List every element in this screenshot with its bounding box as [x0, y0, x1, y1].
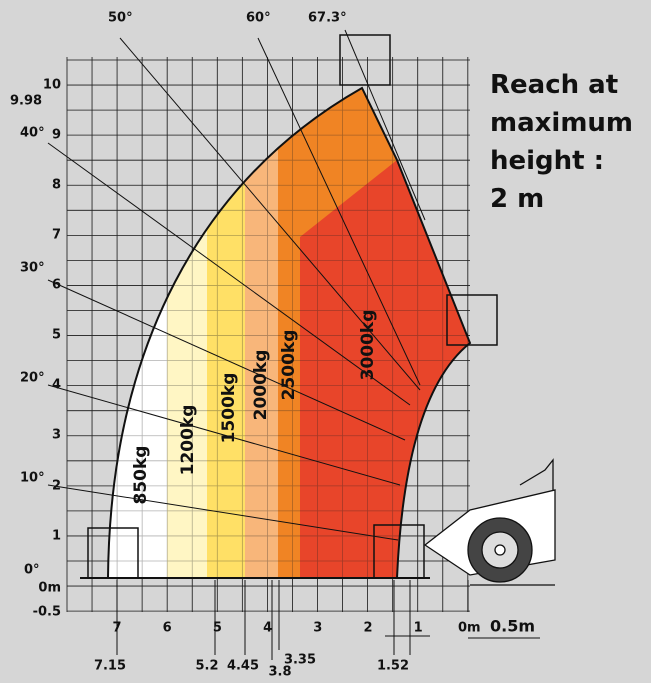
reach-tick-label: 7 [112, 621, 121, 636]
height-tick-label: 9 [52, 128, 61, 143]
height-tick-label: 5 [52, 328, 61, 343]
reach-tick-label: 2 [363, 621, 372, 636]
height-tick-label: 2 [52, 479, 61, 494]
page: {"angle_labels_top": ["50°", "60°", "67.… [0, 0, 651, 679]
height-tick-label: 10 [43, 78, 61, 93]
load-label: 850kg [131, 446, 151, 505]
angle-label: 0° [24, 563, 40, 578]
reach-mark: 3.35 [284, 653, 316, 668]
height-tick-label: 7 [52, 228, 61, 243]
scale-step: 0.5m [490, 617, 535, 636]
load-label: 1200kg [178, 405, 198, 476]
angle-label: 50° [108, 11, 133, 26]
scale-zero: 0m [458, 621, 481, 636]
note-line: 2 m [490, 184, 544, 214]
height-tick-label: 3 [52, 428, 61, 443]
reach-mark: 5.2 [195, 659, 218, 674]
load-label: 3000kg [358, 310, 378, 381]
machine [425, 460, 555, 585]
zone-3000 [300, 160, 470, 578]
load-label: 1500kg [219, 373, 239, 444]
height-ticks: 10 9 8 7 6 5 4 3 2 1 0m -0.5 [33, 78, 61, 620]
note-line: height : [490, 146, 604, 176]
height-tick-label: -0.5 [33, 605, 61, 620]
angle-label: 40° [20, 126, 45, 141]
height-tick-label: 8 [52, 178, 61, 193]
reach-tick-label: 3 [313, 621, 322, 636]
reach-tick-label: 1 [414, 621, 423, 636]
angle-label: 20° [20, 371, 45, 386]
angle-label: 30° [20, 261, 45, 276]
reach-tick-label: 6 [163, 621, 172, 636]
load-label: 2000kg [251, 350, 271, 421]
reach-tick-label: 5 [213, 621, 222, 636]
reach-mark: 7.15 [94, 659, 126, 674]
note-line: maximum [490, 108, 633, 138]
reach-ticks: 7 6 5 4 3 2 1 [112, 621, 422, 636]
angle-label: 10° [20, 471, 45, 486]
height-tick-label: 1 [52, 529, 61, 544]
height-tick-label: 6 [52, 278, 61, 293]
angle-label: 60° [246, 11, 271, 26]
angle-label: 67.3° [308, 11, 347, 26]
max-height: 9.98 [10, 94, 42, 109]
reach-mark: 1.52 [377, 659, 409, 674]
load-chart: 50° 60° 67.3° 40° 30° 20° 10° 0° 9.98 10… [0, 0, 651, 679]
height-tick-label: 0m [38, 581, 61, 596]
height-tick-label: 4 [52, 378, 61, 393]
zone-2000 [245, 80, 278, 580]
load-label: 2500kg [279, 330, 299, 401]
zone-1500 [207, 80, 245, 580]
note-line: Reach at [490, 70, 618, 100]
reach-tick-label: 4 [263, 621, 272, 636]
reach-mark: 4.45 [227, 659, 259, 674]
